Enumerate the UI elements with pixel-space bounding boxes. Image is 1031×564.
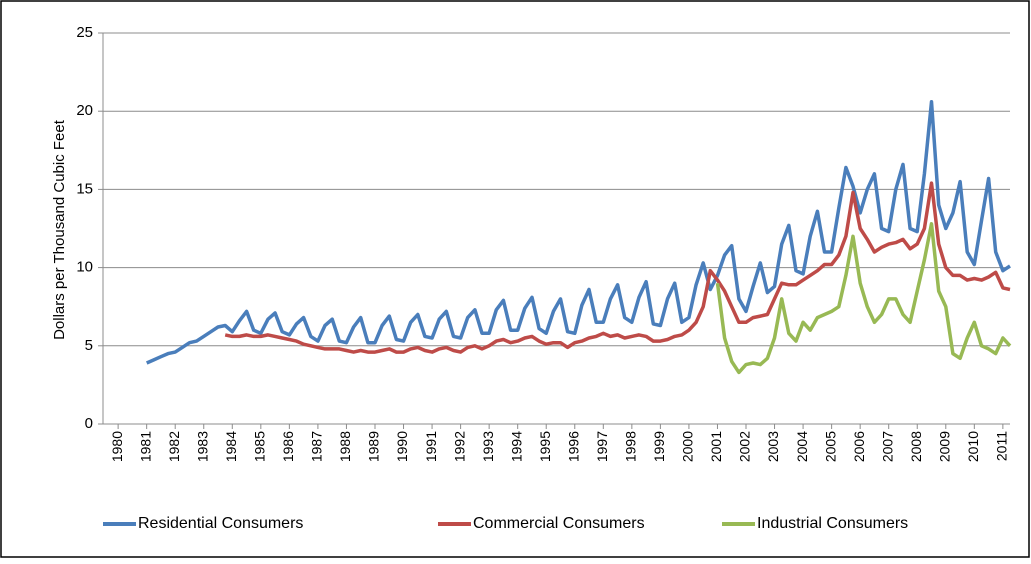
x-tick-label: 1981	[137, 431, 153, 462]
x-tick-label: 1999	[651, 431, 667, 462]
x-tick-label: 1982	[166, 431, 182, 462]
x-tick-label: 1985	[252, 431, 268, 462]
legend-label: Residential Consumers	[138, 515, 303, 532]
x-tick-label: 1994	[508, 431, 524, 462]
x-tick-label: 1996	[565, 431, 581, 462]
x-tick-label: 2011	[994, 431, 1010, 461]
legend-label: Industrial Consumers	[757, 515, 908, 532]
x-tick-label: 2008	[908, 431, 924, 462]
y-tick-label: 25	[76, 24, 93, 41]
series-line	[715, 222, 1012, 375]
x-tick-label: 1995	[537, 431, 553, 462]
x-tick-label: 1987	[309, 431, 325, 462]
series-line	[224, 181, 1011, 354]
x-tick-label: 2010	[965, 431, 981, 462]
y-tick-label: 5	[85, 337, 93, 354]
x-tick-label: 2003	[765, 431, 781, 462]
x-tick-label: 1991	[423, 431, 439, 462]
x-tick-label: 2000	[680, 431, 696, 462]
x-tick-label: 2001	[708, 431, 724, 462]
x-tick-label: 1993	[480, 431, 496, 462]
x-tick-label: 1983	[194, 431, 210, 462]
x-tick-label: 2007	[879, 431, 895, 462]
x-tick-label: 2009	[936, 431, 952, 462]
x-tick-label: 1989	[366, 431, 382, 462]
x-tick-label: 1980	[109, 431, 125, 462]
x-tick-label: 1997	[594, 431, 610, 462]
y-axis-title: Dollars per Thousand Cubic Feet	[51, 119, 68, 340]
x-tick-label: 1988	[337, 431, 353, 462]
x-tick-label: 2006	[851, 431, 867, 462]
x-tick-label: 1998	[623, 431, 639, 462]
x-tick-label: 1986	[280, 431, 296, 462]
x-tick-label: 1990	[394, 431, 410, 462]
x-tick-label: 1992	[451, 431, 467, 462]
x-tick-label: 2002	[737, 431, 753, 462]
y-tick-label: 0	[85, 415, 93, 432]
y-tick-label: 20	[76, 102, 93, 119]
y-tick-label: 10	[76, 259, 93, 276]
series-line	[145, 100, 1011, 365]
x-tick-label: 2004	[794, 431, 810, 462]
x-tick-label: 1984	[223, 431, 239, 462]
legend-label: Commercial Consumers	[473, 515, 645, 532]
y-tick-label: 15	[76, 180, 93, 197]
x-tick-label: 2005	[822, 431, 838, 462]
